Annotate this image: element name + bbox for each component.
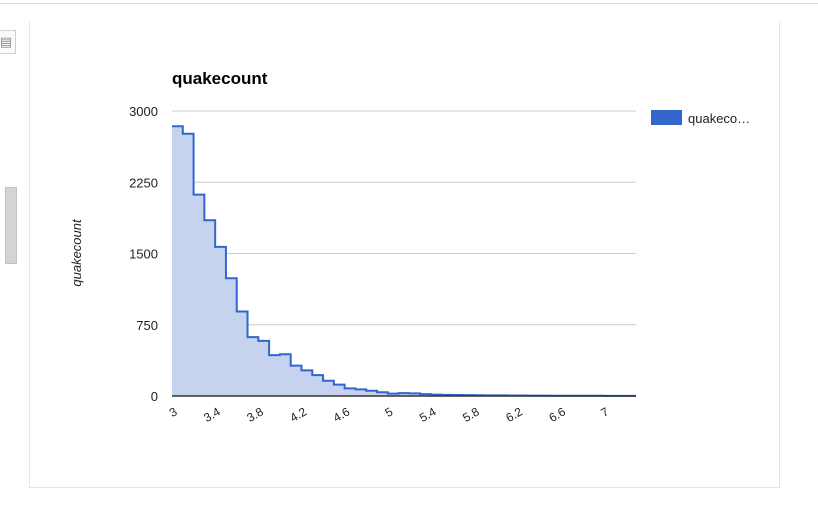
y-tick-label: 1500 — [129, 247, 158, 262]
x-tick-label: 7 — [598, 404, 611, 420]
x-tick-label: 4.2 — [288, 404, 310, 425]
x-tick-label: 6.2 — [503, 404, 525, 425]
chart-title: quakecount — [172, 69, 268, 88]
x-tick-label: 5 — [383, 404, 396, 420]
x-tick-label: 3 — [167, 404, 180, 420]
x-tick-label: 4.6 — [331, 404, 353, 425]
x-tick-label: 3.8 — [244, 404, 266, 425]
x-tick-label: 5.4 — [417, 404, 439, 425]
x-tick-label: 3.4 — [201, 404, 223, 425]
x-tick-label: 6.6 — [547, 404, 569, 425]
legend[interactable]: quakeco… — [651, 110, 750, 126]
legend-swatch — [651, 110, 682, 125]
grid-lines — [172, 110, 636, 326]
series-area-fill — [172, 126, 636, 396]
legend-label: quakeco… — [688, 111, 750, 126]
scrollbar-thumb[interactable] — [5, 187, 17, 264]
series-area — [172, 125, 636, 397]
side-panel: ▤ — [0, 22, 20, 502]
y-axis-title: quakecount — [69, 218, 84, 287]
y-tick-label: 2250 — [129, 175, 158, 190]
y-tick-label: 750 — [136, 318, 158, 333]
list-icon[interactable]: ▤ — [0, 30, 16, 54]
y-tick-label: 0 — [151, 389, 158, 404]
y-tick-label: 3000 — [129, 104, 158, 119]
top-divider — [0, 3, 818, 4]
x-tick-label: 5.8 — [460, 404, 482, 425]
chart-container — [29, 22, 780, 488]
